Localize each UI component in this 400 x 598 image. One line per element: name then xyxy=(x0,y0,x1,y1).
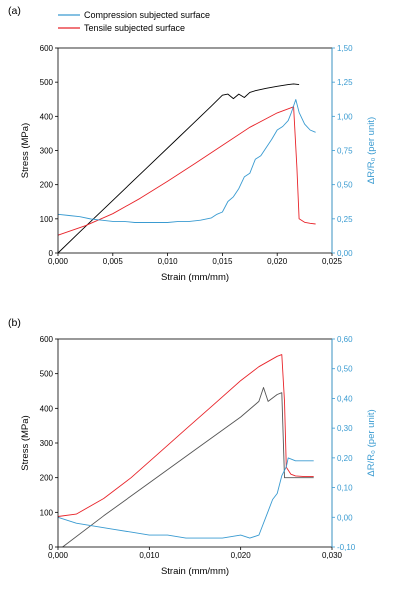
y-tick-label: 600 xyxy=(40,335,54,344)
x-tick-label: 0,020 xyxy=(231,551,252,560)
series-line-3 xyxy=(57,99,316,223)
series-line-2 xyxy=(57,354,314,517)
series-line-3 xyxy=(57,457,314,539)
x-tick-label: 0,010 xyxy=(158,257,179,266)
y-tick-label: 500 xyxy=(40,78,54,87)
y-tick-label: 400 xyxy=(40,112,54,121)
plot-frame xyxy=(57,338,333,548)
y-tick-label: 600 xyxy=(40,44,54,53)
y2-tick-label: 0,20 xyxy=(337,454,353,463)
x-axis-label: Strain (mm/mm) xyxy=(161,566,229,577)
y2-tick-label: 1,25 xyxy=(337,78,353,87)
series-group xyxy=(57,83,316,254)
x-tick-label: 0,020 xyxy=(267,257,288,266)
x-tick-label: 0,015 xyxy=(212,257,233,266)
x-axis-label: Strain (mm/mm) xyxy=(161,272,229,283)
chart-panel-1: (a) Compression subjected surface Tensile … xyxy=(8,5,377,283)
y2-tick-label: 0,00 xyxy=(337,513,353,522)
y-tick-label: 200 xyxy=(40,181,54,190)
y-tick-label: 0 xyxy=(49,543,54,552)
legend-entry: Compression subjected surface xyxy=(84,10,210,20)
y2-tick-label: 0,00 xyxy=(337,249,353,258)
y2-tick-label: 0,60 xyxy=(337,335,353,344)
panel-label: (a) xyxy=(8,5,21,17)
x-tick-label: 0,000 xyxy=(48,551,69,560)
y2-tick-label: 0,10 xyxy=(337,484,353,493)
y-axis-label: Stress (MPa) xyxy=(20,123,31,178)
plot-frame xyxy=(57,47,333,254)
y-tick-label: 500 xyxy=(40,370,54,379)
legend: Compression subjected surface Tensile sub… xyxy=(58,10,210,33)
x-tick-label: 0,005 xyxy=(103,257,124,266)
y2-tick-label: -0,10 xyxy=(337,543,356,552)
y-tick-label: 0 xyxy=(49,249,54,258)
y2-axis-label: ΔR/R₀ (per unit) xyxy=(366,409,377,476)
y-tick-label: 200 xyxy=(40,474,54,483)
y-tick-label: 300 xyxy=(40,439,54,448)
series-line-1 xyxy=(57,83,300,254)
y2-tick-label: 0,50 xyxy=(337,181,353,190)
legend-entry: Tensile subjected surface xyxy=(84,23,185,33)
y2-tick-label: 0,25 xyxy=(337,215,353,224)
y2-tick-label: 0,30 xyxy=(337,424,353,433)
series-line-1 xyxy=(62,387,314,548)
x-tick-label: 0,000 xyxy=(48,257,69,266)
series-line-2 xyxy=(57,106,316,236)
x-tick-label: 0,010 xyxy=(139,551,160,560)
panel-label: (b) xyxy=(8,317,21,329)
y-tick-label: 300 xyxy=(40,147,54,156)
chart-panel-2: (b) 0,000 0,010 0,020 0,030 0 100 200 300 400 500 6… xyxy=(8,317,377,577)
y2-tick-label: 1,00 xyxy=(337,112,353,121)
y2-tick-label: 0,50 xyxy=(337,365,353,374)
y2-axis-label: ΔR/R₀ (per unit) xyxy=(366,117,377,184)
y2-tick-label: 0,75 xyxy=(337,147,353,156)
y-tick-label: 100 xyxy=(40,508,54,517)
series-group xyxy=(57,354,314,548)
x-tick-label: 0,030 xyxy=(322,551,343,560)
y2-tick-label: 1,50 xyxy=(337,44,353,53)
y-tick-label: 100 xyxy=(40,215,54,224)
y-tick-label: 400 xyxy=(40,404,54,413)
y-axis-label: Stress (MPa) xyxy=(20,415,31,470)
x-tick-label: 0,025 xyxy=(322,257,343,266)
y2-tick-label: 0,40 xyxy=(337,394,353,403)
